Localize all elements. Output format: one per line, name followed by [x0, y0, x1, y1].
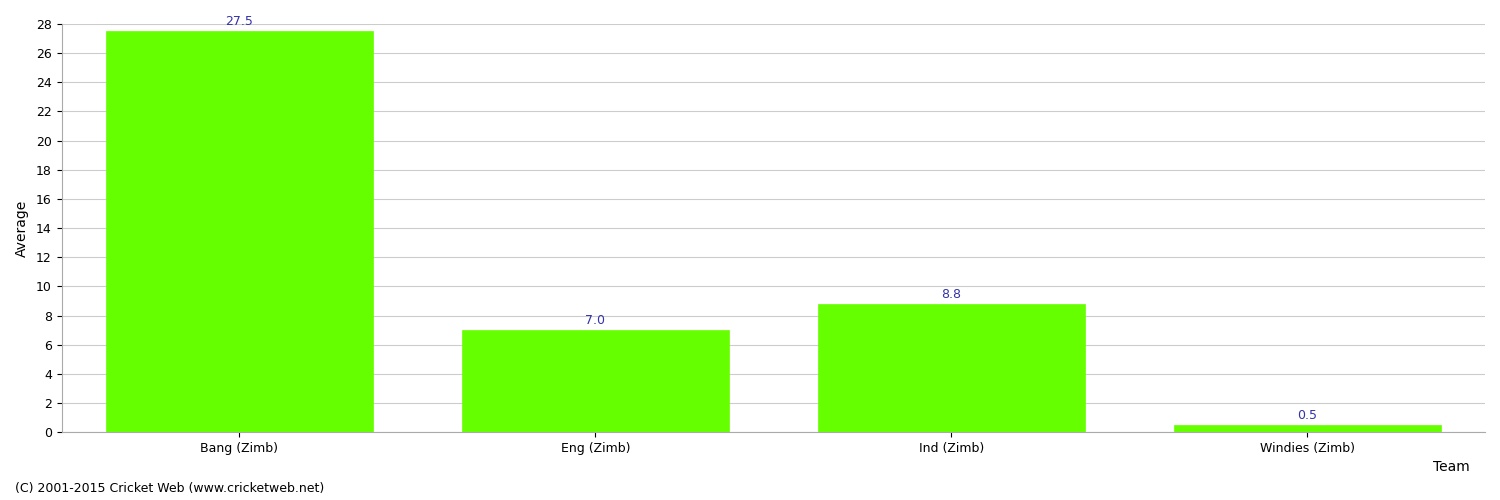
Text: 0.5: 0.5 — [1298, 409, 1317, 422]
Bar — [1173, 425, 1440, 432]
Text: (C) 2001-2015 Cricket Web (www.cricketweb.net): (C) 2001-2015 Cricket Web (www.cricketwe… — [15, 482, 324, 495]
Text: Team: Team — [1434, 460, 1470, 474]
Bar — [106, 31, 374, 432]
Text: 7.0: 7.0 — [585, 314, 606, 328]
Y-axis label: Average: Average — [15, 200, 28, 256]
Bar — [818, 304, 1084, 432]
Text: 27.5: 27.5 — [225, 16, 254, 28]
Text: 8.8: 8.8 — [940, 288, 962, 301]
Bar — [462, 330, 729, 432]
